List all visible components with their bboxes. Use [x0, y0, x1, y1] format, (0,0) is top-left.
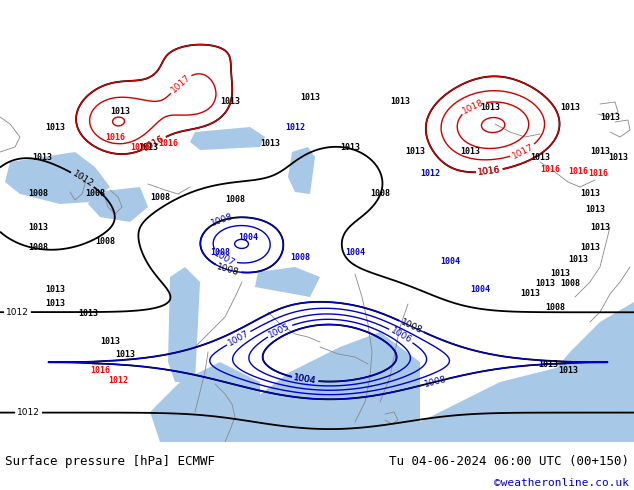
- Polygon shape: [190, 127, 265, 150]
- Text: 1013: 1013: [45, 122, 65, 131]
- Text: 1004: 1004: [470, 286, 490, 294]
- Text: 1013: 1013: [580, 243, 600, 251]
- Text: 1013: 1013: [480, 102, 500, 112]
- Text: 1008: 1008: [85, 190, 105, 198]
- Text: 1017: 1017: [510, 142, 535, 161]
- Text: 1013: 1013: [28, 222, 48, 231]
- Text: 1013: 1013: [550, 270, 570, 278]
- Text: 1013: 1013: [45, 286, 65, 294]
- Text: 1008: 1008: [216, 262, 240, 277]
- Text: 1013: 1013: [600, 113, 620, 122]
- Text: 1008: 1008: [150, 193, 170, 201]
- Text: 1013: 1013: [558, 366, 578, 374]
- Text: 1012: 1012: [108, 375, 128, 385]
- Text: 1006: 1006: [389, 326, 413, 345]
- Text: 1013: 1013: [220, 98, 240, 106]
- Polygon shape: [255, 267, 320, 297]
- Text: 1008: 1008: [225, 196, 245, 204]
- Text: 1008: 1008: [210, 212, 235, 228]
- Text: 1017: 1017: [169, 73, 192, 95]
- Text: 1013: 1013: [100, 338, 120, 346]
- Text: 1013: 1013: [390, 98, 410, 106]
- Text: 1013: 1013: [535, 279, 555, 289]
- Text: 1007: 1007: [212, 249, 236, 268]
- Polygon shape: [288, 147, 315, 194]
- Text: 1016: 1016: [142, 134, 166, 153]
- Text: 1012: 1012: [70, 170, 94, 189]
- Text: 1013: 1013: [560, 102, 580, 112]
- Text: 1013: 1013: [460, 147, 480, 156]
- Text: 1013: 1013: [580, 190, 600, 198]
- Text: 1013: 1013: [138, 143, 158, 151]
- Text: 1016: 1016: [477, 166, 501, 177]
- Text: 1008: 1008: [210, 247, 230, 256]
- Text: 1013: 1013: [568, 255, 588, 265]
- Text: 1013: 1013: [538, 360, 558, 368]
- Text: 1012: 1012: [17, 408, 40, 417]
- Polygon shape: [150, 362, 260, 442]
- Text: 1013: 1013: [110, 107, 130, 117]
- Text: 1013: 1013: [590, 222, 610, 231]
- Text: 1013: 1013: [405, 147, 425, 156]
- Text: 1016: 1016: [477, 166, 501, 177]
- Text: 1013: 1013: [530, 152, 550, 162]
- Text: 1013: 1013: [585, 205, 605, 215]
- Text: 1008: 1008: [399, 318, 424, 335]
- Text: 1018: 1018: [461, 98, 486, 116]
- Polygon shape: [520, 302, 634, 442]
- Polygon shape: [168, 267, 200, 382]
- Text: 1016: 1016: [142, 134, 166, 153]
- Text: 1004: 1004: [238, 232, 258, 242]
- Text: 1005: 1005: [268, 321, 292, 340]
- Text: 1016: 1016: [588, 170, 608, 178]
- Text: 1008: 1008: [28, 190, 48, 198]
- Text: 1012: 1012: [420, 170, 440, 178]
- Text: 1008: 1008: [290, 252, 310, 262]
- Text: Tu 04-06-2024 06:00 UTC (00+150): Tu 04-06-2024 06:00 UTC (00+150): [389, 455, 629, 468]
- Text: 1016: 1016: [90, 366, 110, 374]
- Text: 1013: 1013: [260, 140, 280, 148]
- Text: 1004: 1004: [293, 373, 317, 386]
- Text: 1004: 1004: [293, 373, 317, 386]
- Polygon shape: [5, 152, 110, 204]
- Text: 1013: 1013: [340, 143, 360, 151]
- Text: 1007: 1007: [226, 329, 251, 348]
- Text: 1016: 1016: [568, 168, 588, 176]
- Text: 1013: 1013: [608, 152, 628, 162]
- Text: Surface pressure [hPa] ECMWF: Surface pressure [hPa] ECMWF: [5, 455, 215, 468]
- Text: 1016: 1016: [130, 143, 150, 151]
- Text: 1008: 1008: [95, 238, 115, 246]
- Text: 1008: 1008: [28, 243, 48, 251]
- Text: 1008: 1008: [423, 375, 448, 389]
- Text: 1012: 1012: [285, 122, 305, 131]
- Text: 1013: 1013: [590, 147, 610, 156]
- Text: 1013: 1013: [32, 152, 52, 162]
- Text: 1004: 1004: [440, 258, 460, 267]
- Text: ©weatheronline.co.uk: ©weatheronline.co.uk: [494, 478, 629, 488]
- Polygon shape: [380, 342, 634, 442]
- Text: 1012: 1012: [6, 308, 29, 317]
- Text: 1013: 1013: [520, 290, 540, 298]
- Text: 1013: 1013: [300, 93, 320, 101]
- Text: 1008: 1008: [560, 279, 580, 289]
- Text: 1008: 1008: [370, 190, 390, 198]
- Polygon shape: [88, 187, 148, 222]
- Text: 1016: 1016: [105, 132, 125, 142]
- Text: 1016: 1016: [158, 140, 178, 148]
- Text: 1013: 1013: [78, 310, 98, 318]
- Polygon shape: [230, 332, 420, 442]
- Text: 1013: 1013: [45, 299, 65, 309]
- Text: 1013: 1013: [115, 349, 135, 359]
- Text: 1004: 1004: [345, 247, 365, 256]
- Text: 1016: 1016: [540, 166, 560, 174]
- Text: 1008: 1008: [545, 302, 565, 312]
